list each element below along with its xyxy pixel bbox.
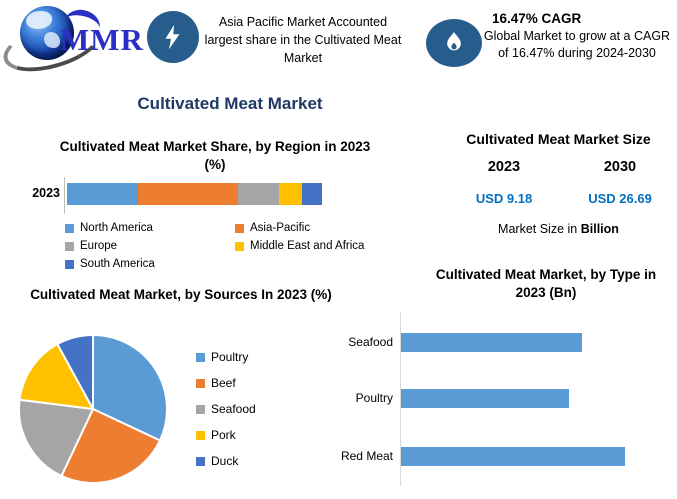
flame-icon: [426, 19, 482, 67]
type-chart-title: Cultivated Meat Market, by Type in 2023 …: [435, 267, 657, 301]
region-chart-category-label: 2023: [32, 186, 60, 200]
market-size-year-2030: 2030: [603, 159, 637, 175]
market-size-note-bold: Billion: [580, 222, 619, 236]
legend-marker-south-america: [65, 259, 74, 269]
cagr-text: Global Market to grow at a CAGR of 16.47…: [483, 29, 671, 60]
sources-pie-legend: Poultry Beef Seafood Pork Duck: [196, 344, 256, 474]
region-segment-south-america: [301, 183, 322, 205]
market-size-value-2030: USD 26.69: [588, 191, 652, 206]
legend-marker-beef: [196, 378, 205, 388]
pie-slice-pork: [18, 342, 95, 411]
legend-marker-asia-pacific: [235, 223, 244, 233]
legend-item-europe: Europe: [65, 238, 235, 254]
pie-slice-duck: [55, 333, 94, 410]
pie-slice-seafood: [18, 398, 95, 478]
type-bar-seafood: [401, 333, 582, 352]
legend-label: Europe: [80, 240, 118, 252]
legend-item-duck: Duck: [196, 448, 256, 474]
region-segment-middle-east-and-africa: [278, 183, 302, 205]
legend-item-middle-east-and-africa: Middle East and Africa: [235, 238, 377, 254]
legend-label: North America: [80, 222, 153, 234]
region-chart-axis: [64, 177, 65, 214]
legend-label: Poultry: [211, 350, 249, 364]
cagr-title: 16.47% CAGR: [492, 11, 582, 26]
type-bar-chart: Seafood Poultry Red Meat: [310, 312, 674, 486]
legend-label: South America: [80, 258, 155, 270]
legend-item-north-america: North America: [65, 220, 235, 236]
legend-item-beef: Beef: [196, 370, 256, 396]
type-bar-label-poultry: Poultry: [355, 391, 393, 405]
legend-marker-seafood: [196, 404, 205, 414]
legend-label: Middle East and Africa: [250, 240, 365, 252]
legend-label: Asia-Pacific: [250, 222, 311, 234]
type-bar-poultry: [401, 389, 569, 408]
market-size-note-text: Market Size in: [498, 222, 578, 236]
page-title: Cultivated Meat Market: [137, 94, 323, 113]
market-size-title: Cultivated Meat Market Size: [466, 131, 651, 147]
legend-label: Beef: [211, 376, 236, 390]
legend-marker-middle-east-and-africa: [235, 241, 244, 251]
type-bar-red-meat: [401, 447, 625, 466]
market-size-note: Market Size in Billion: [440, 222, 677, 236]
type-bar-label-seafood: Seafood: [348, 335, 393, 349]
mmr-logo: MMR: [0, 4, 151, 81]
lightning-icon: [147, 11, 199, 63]
legend-item-seafood: Seafood: [196, 396, 256, 422]
region-chart-title: Cultivated Meat Market Share, by Region …: [59, 139, 371, 173]
type-bar-label-red-meat: Red Meat: [340, 449, 393, 463]
market-size-value-2023: USD 9.18: [475, 191, 533, 206]
region-segment-north-america: [67, 183, 139, 205]
sources-pie-title: Cultivated Meat Market, by Sources In 20…: [30, 287, 332, 302]
region-segment-asia-pacific: [138, 183, 238, 205]
region-stacked-bar: [67, 183, 322, 205]
region-segment-europe: [237, 183, 279, 205]
legend-marker-poultry: [196, 352, 205, 362]
legend-label: Seafood: [211, 402, 256, 416]
type-chart-axis: [400, 312, 401, 486]
legend-marker-duck: [196, 456, 205, 466]
legend-item-pork: Pork: [196, 422, 256, 448]
sources-pie-chart: [18, 333, 168, 484]
logo-text: MMR: [60, 22, 144, 57]
legend-item-asia-pacific: Asia-Pacific: [235, 220, 377, 236]
market-size-year-2023: 2023: [487, 159, 521, 175]
region-legend: North America Asia-Pacific Europe Middle Ea…: [65, 220, 377, 272]
insight-asia-pacific-text: Asia Pacific Market Accounted largest sh…: [204, 15, 402, 66]
legend-item-south-america: South America: [65, 256, 235, 272]
legend-label: Duck: [211, 454, 239, 468]
pie-slice-poultry: [92, 333, 168, 442]
legend-marker-north-america: [65, 223, 74, 233]
legend-item-poultry: Poultry: [196, 344, 256, 370]
legend-label: Pork: [211, 428, 236, 442]
insight-cagr: 16.47% CAGR Global Market to grow at a C…: [478, 11, 676, 61]
legend-marker-europe: [65, 241, 74, 251]
globe-icon: [20, 6, 74, 60]
legend-marker-pork: [196, 430, 205, 440]
pie-slice-beef: [60, 407, 162, 484]
